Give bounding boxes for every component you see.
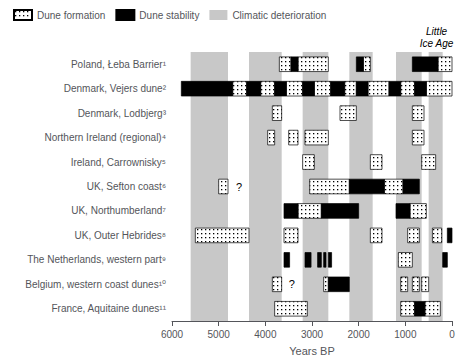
svg-text:UK, Northumberland⁷: UK, Northumberland⁷ [71, 205, 166, 216]
svg-text:Dune formation: Dune formation [37, 10, 105, 21]
svg-text:Belgium, western coast dunes¹⁰: Belgium, western coast dunes¹⁰ [25, 279, 166, 290]
svg-text:Poland, Łeba Barrier¹: Poland, Łeba Barrier¹ [71, 59, 167, 70]
svg-text:3000: 3000 [301, 329, 324, 340]
svg-text:Ireland, Carrownisky⁵: Ireland, Carrownisky⁵ [71, 157, 166, 168]
svg-text:The Netherlands, western part⁹: The Netherlands, western part⁹ [27, 254, 166, 265]
svg-text:Climatic deterioration: Climatic deterioration [232, 10, 326, 21]
svg-text:0: 0 [449, 329, 455, 340]
svg-text:France, Aquitaine dunes¹¹: France, Aquitaine dunes¹¹ [51, 303, 166, 314]
svg-text:Denmark, Lodbjerg³: Denmark, Lodbjerg³ [78, 108, 167, 119]
svg-text:Years BP: Years BP [289, 345, 334, 357]
svg-text:?: ? [236, 181, 242, 193]
svg-text:Little: Little [426, 26, 448, 37]
svg-text:Northern Ireland (regional)⁴: Northern Ireland (regional)⁴ [44, 132, 166, 143]
svg-text:?: ? [289, 278, 295, 290]
svg-text:1000: 1000 [394, 329, 417, 340]
svg-text:UK, Outer Hebrides⁸: UK, Outer Hebrides⁸ [75, 230, 166, 241]
svg-text:UK, Sefton coast⁶: UK, Sefton coast⁶ [87, 181, 166, 192]
svg-text:5000: 5000 [208, 329, 231, 340]
svg-text:Ice Age: Ice Age [420, 38, 454, 49]
svg-text:Dune stability: Dune stability [139, 10, 199, 21]
svg-text:Denmark, Vejers dune²: Denmark, Vejers dune² [64, 83, 167, 94]
svg-text:2000: 2000 [348, 329, 371, 340]
svg-text:6000: 6000 [161, 329, 184, 340]
svg-text:4000: 4000 [254, 329, 277, 340]
